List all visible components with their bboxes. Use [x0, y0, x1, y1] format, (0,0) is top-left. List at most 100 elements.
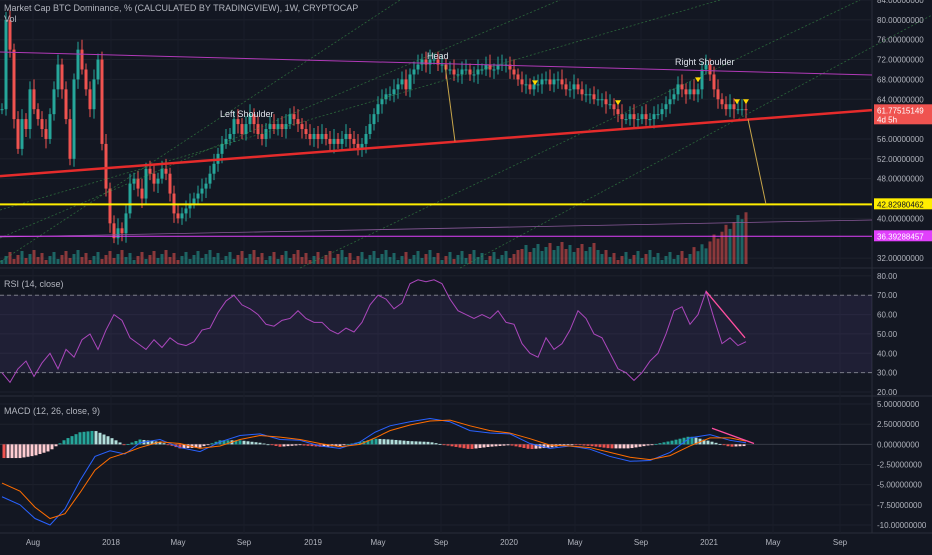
candle-body [76, 49, 80, 80]
signal-marker-0 [532, 80, 538, 86]
macd-histogram-bar [438, 443, 442, 445]
macd-histogram-bar [442, 444, 446, 446]
candle-body [516, 74, 520, 80]
candle-body [688, 89, 692, 95]
macd-tick-label-3: -2.50000000 [877, 461, 922, 470]
candle-body [676, 84, 680, 95]
macd-histogram-bar [506, 444, 510, 446]
macd-histogram-bar [722, 444, 726, 446]
candle-body [256, 124, 260, 134]
volume-bar [544, 247, 548, 264]
candle-body [472, 74, 476, 76]
volume-bar [200, 258, 204, 264]
candle-body [740, 109, 744, 111]
candle-body [184, 208, 188, 214]
macd-histogram-bar [250, 441, 254, 445]
volume-bar [336, 254, 340, 264]
volume-bar [612, 253, 616, 264]
macd-histogram-bar [602, 444, 606, 448]
candle-body [160, 168, 164, 179]
macd-histogram-bar [730, 444, 734, 447]
candle-body [668, 99, 672, 105]
volume-bar [684, 258, 688, 264]
volume-bar [268, 256, 272, 264]
main-tick-label-8: 48.00000000 [877, 175, 924, 184]
candle-body [360, 143, 364, 149]
candle-body [376, 104, 380, 115]
macd-histogram-bar [290, 444, 294, 446]
volume-bar [552, 250, 556, 264]
volume-bar [692, 247, 696, 264]
candle-body [88, 89, 92, 110]
volume-bar [276, 259, 280, 264]
volume-bar [220, 260, 224, 264]
candle-body [720, 99, 724, 105]
volume-bar [292, 254, 296, 264]
macd-histogram-bar [206, 444, 210, 446]
macd-histogram-bar [594, 444, 598, 447]
macd-histogram-bar [498, 444, 502, 446]
macd-histogram-bar [398, 440, 402, 445]
candle-body [584, 94, 588, 96]
candle-body [280, 124, 284, 130]
volume-bar [700, 244, 704, 264]
volume-layer [0, 212, 748, 264]
x-tick-label-4: 2019 [304, 538, 322, 547]
volume-bar [52, 252, 56, 264]
candle-body [244, 124, 248, 134]
macd-histogram-bar [394, 439, 398, 445]
main-tick-label-9: 40.00000000 [877, 214, 924, 223]
volume-bar [400, 256, 404, 264]
volume-bar [388, 257, 392, 264]
left-shoulder-label: Left Shoulder [220, 109, 274, 119]
volume-bar [24, 258, 28, 264]
volume-bar [192, 255, 196, 264]
volume-bar [4, 256, 8, 264]
macd-histogram-bar [574, 444, 578, 446]
macd-histogram-bar [322, 444, 326, 447]
volume-bar [44, 260, 48, 264]
volume-bar [124, 257, 128, 264]
macd-line [1, 418, 747, 526]
candle-body [336, 138, 340, 144]
volume-bar [744, 212, 748, 264]
x-tick-label-5: May [370, 538, 385, 547]
candle-body [104, 143, 108, 189]
candle-body [428, 59, 432, 65]
x-tick-label-10: 2021 [700, 538, 718, 547]
volume-bar [288, 258, 292, 264]
candle-body [292, 114, 296, 120]
macd-histogram-bar [198, 444, 202, 448]
macd-histogram-bar [482, 444, 486, 448]
volume-bar [132, 260, 136, 264]
rsi-tick-label-5: 30.00 [877, 369, 898, 378]
volume-bar [280, 255, 284, 264]
candle-body [252, 114, 256, 125]
macd-histogram-bar [58, 443, 62, 445]
volume-bar [572, 252, 576, 264]
macd-histogram-bar [622, 444, 626, 449]
volume-bar [228, 252, 232, 264]
candle-body [380, 99, 384, 105]
candle-body [328, 138, 332, 144]
volume-bar [56, 259, 60, 264]
candle-body [640, 114, 644, 120]
macd-histogram-bar [182, 444, 186, 449]
candle-body [416, 64, 420, 70]
volume-bar [36, 257, 40, 264]
macd-histogram-bar [430, 442, 434, 445]
volume-bar [592, 243, 596, 264]
macd-histogram-bar [518, 444, 522, 448]
volume-bar [100, 259, 104, 264]
macd-histogram-bar [386, 439, 390, 445]
macd-histogram-bar [122, 444, 126, 446]
volume-bar [740, 219, 744, 264]
volume-bar [520, 249, 524, 264]
candle-body [436, 59, 440, 65]
macd-tick-label-5: -7.50000000 [877, 501, 922, 510]
macd-histogram-bar [626, 444, 630, 449]
volume-bar [600, 254, 604, 264]
candle-body [432, 59, 436, 61]
